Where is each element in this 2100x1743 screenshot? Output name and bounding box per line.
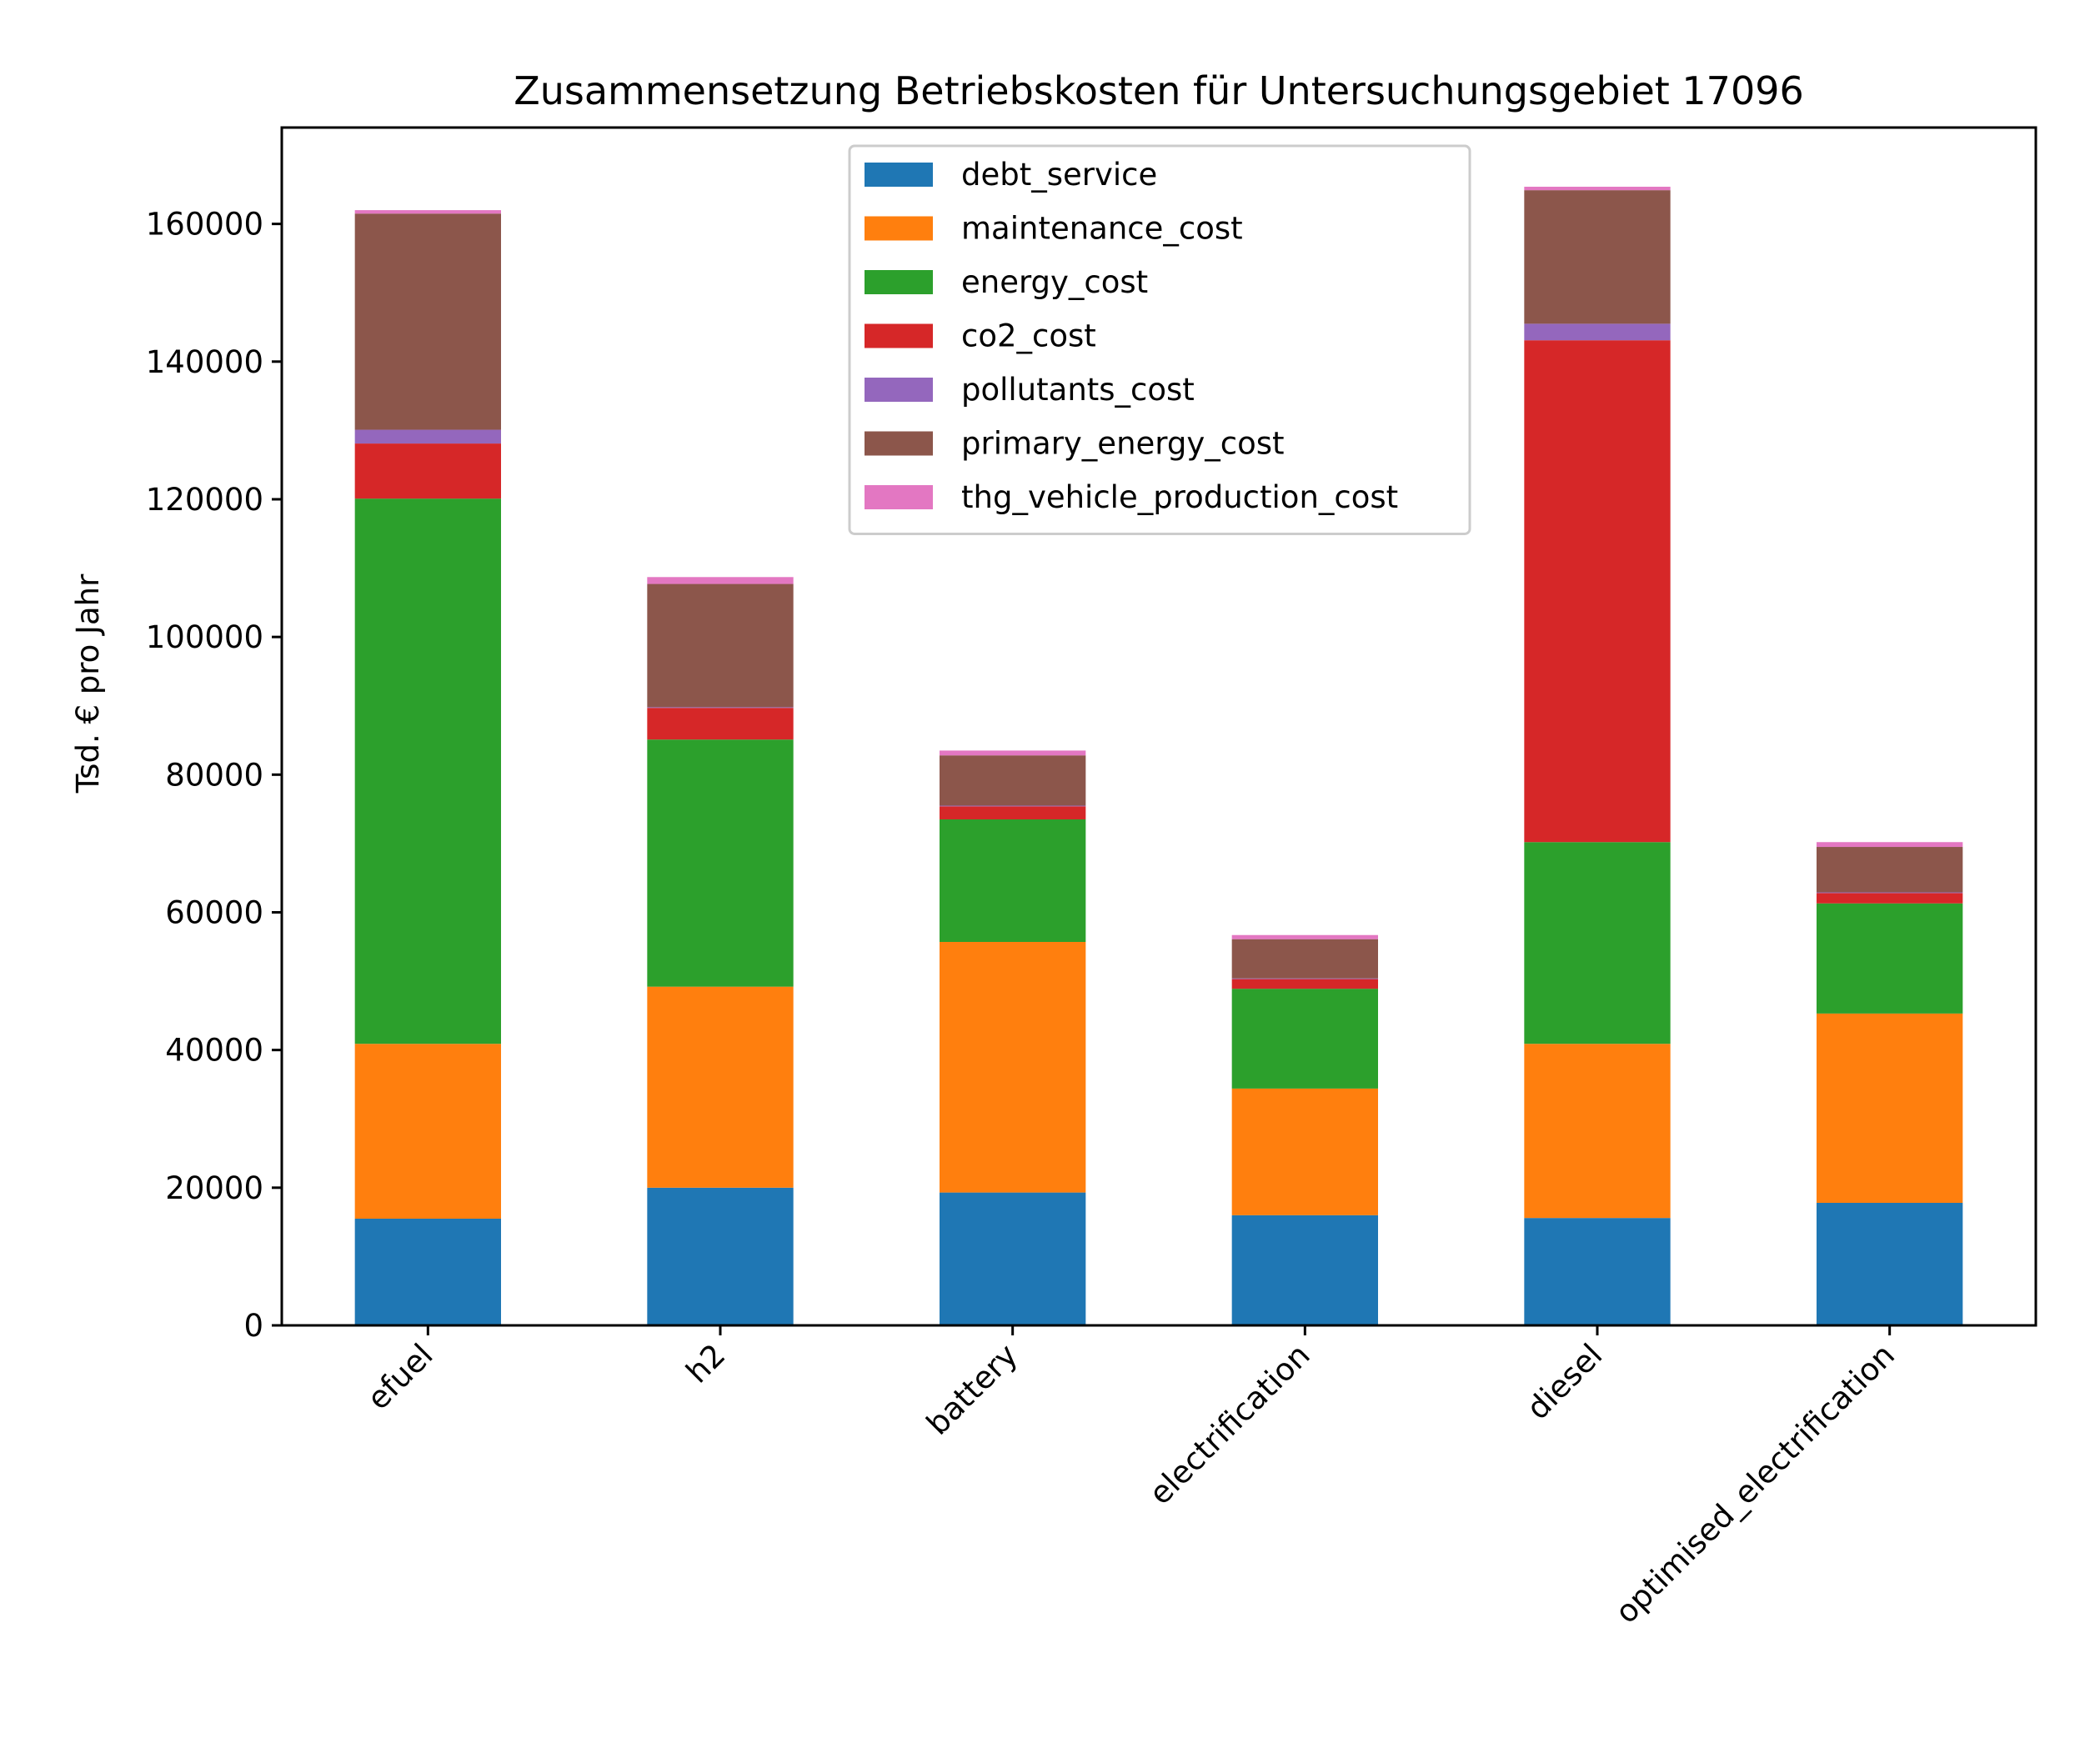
legend-swatch-pollutants_cost	[865, 378, 933, 402]
bar-electrification-primary_energy_cost	[1231, 939, 1378, 979]
legend-label-pollutants_cost: pollutants_cost	[961, 372, 1195, 408]
y-tick-label: 80000	[165, 757, 263, 793]
plot-frame	[280, 126, 2037, 1327]
bar-h2-primary_energy_cost	[647, 584, 794, 708]
y-tick-label: 0	[243, 1308, 263, 1344]
legend-label-maintenance_cost: maintenance_cost	[961, 211, 1243, 247]
bar-battery-maintenance_cost	[940, 941, 1086, 1193]
y-tick-label: 60000	[165, 894, 263, 930]
bar-h2-thg_vehicle_production_cost	[647, 577, 794, 584]
bar-h2-pollutants_cost	[647, 707, 794, 709]
bar-h2-co2_cost	[647, 708, 794, 740]
bar-electrification-co2_cost	[1231, 979, 1378, 989]
bars-group	[354, 187, 1963, 1325]
bar-efuel-energy_cost	[354, 498, 501, 1044]
y-tick-label: 160000	[146, 207, 263, 243]
chart-title: Zusammensetzung Betriebskosten für Unter…	[514, 68, 1804, 113]
legend-label-debt_service: debt_service	[961, 157, 1157, 193]
legend: debt_service maintenance_cost energy_costc…	[848, 144, 1471, 535]
bar-battery-primary_energy_cost	[940, 755, 1086, 806]
bar-optimised_electrification-energy_cost	[1817, 903, 1963, 1014]
bar-battery-energy_cost	[940, 819, 1086, 942]
bar-optimised_electrification-thg_vehicle_production_cost	[1817, 842, 1963, 848]
y-tick-label: 20000	[165, 1170, 263, 1206]
bar-battery-debt_service	[940, 1192, 1086, 1325]
y-tick-label: 120000	[146, 482, 263, 518]
bar-h2-debt_service	[647, 1187, 794, 1325]
bar-battery-co2_cost	[940, 806, 1086, 819]
bar-optimised_electrification-primary_energy_cost	[1817, 847, 1963, 893]
legend-swatch-debt_service	[865, 163, 933, 187]
bar-diesel-co2_cost	[1524, 340, 1671, 843]
legend-swatch-energy_cost	[865, 270, 933, 294]
bar-diesel-energy_cost	[1524, 842, 1671, 1044]
y-axis-label: Tsd. € pro Jahr	[70, 573, 106, 794]
bar-optimised_electrification-debt_service	[1817, 1202, 1963, 1325]
bar-efuel-co2_cost	[354, 443, 501, 499]
bar-diesel-debt_service	[1524, 1218, 1671, 1325]
bar-diesel-maintenance_cost	[1524, 1044, 1671, 1219]
bar-electrification-thg_vehicle_production_cost	[1231, 934, 1378, 939]
bar-efuel-thg_vehicle_production_cost	[354, 210, 501, 214]
bar-h2-maintenance_cost	[647, 986, 794, 1188]
bar-battery-pollutants_cost	[940, 805, 1086, 807]
legend-label-thg_vehicle_production_cost: thg_vehicle_production_cost	[961, 479, 1398, 515]
bar-efuel-debt_service	[354, 1218, 501, 1325]
bar-efuel-primary_energy_cost	[354, 213, 501, 430]
bar-efuel-pollutants_cost	[354, 429, 501, 444]
y-tick-label: 140000	[146, 344, 263, 380]
bar-diesel-thg_vehicle_production_cost	[1524, 187, 1671, 191]
legend-label-energy_cost: energy_cost	[961, 264, 1148, 300]
bar-diesel-primary_energy_cost	[1524, 190, 1671, 324]
legend-swatch-co2_cost	[865, 323, 933, 348]
legend-swatch-primary_energy_cost	[865, 431, 933, 456]
legend-label-primary_energy_cost: primary_energy_cost	[961, 426, 1285, 462]
bar-electrification-debt_service	[1231, 1215, 1378, 1325]
legend-label-co2_cost: co2_cost	[961, 318, 1096, 354]
bar-efuel-maintenance_cost	[354, 1044, 501, 1219]
bar-optimised_electrification-maintenance_cost	[1817, 1013, 1963, 1203]
bar-h2-energy_cost	[647, 739, 794, 987]
legend-box	[848, 144, 1471, 535]
bar-electrification-energy_cost	[1231, 989, 1378, 1089]
bar-optimised_electrification-pollutants_cost	[1817, 892, 1963, 894]
legend-swatch-maintenance_cost	[865, 216, 933, 241]
bar-electrification-maintenance_cost	[1231, 1088, 1378, 1215]
bar-battery-thg_vehicle_production_cost	[940, 750, 1086, 756]
bar-optimised_electrification-co2_cost	[1817, 893, 1963, 904]
y-tick-label: 100000	[146, 619, 263, 655]
legend-swatch-thg_vehicle_production_cost	[865, 485, 933, 509]
y-tick-label: 40000	[165, 1033, 263, 1069]
bar-diesel-pollutants_cost	[1524, 323, 1671, 341]
y-axis: 0 20000 40000 60000 80000 100000 120000 140000 1…	[146, 207, 282, 1344]
